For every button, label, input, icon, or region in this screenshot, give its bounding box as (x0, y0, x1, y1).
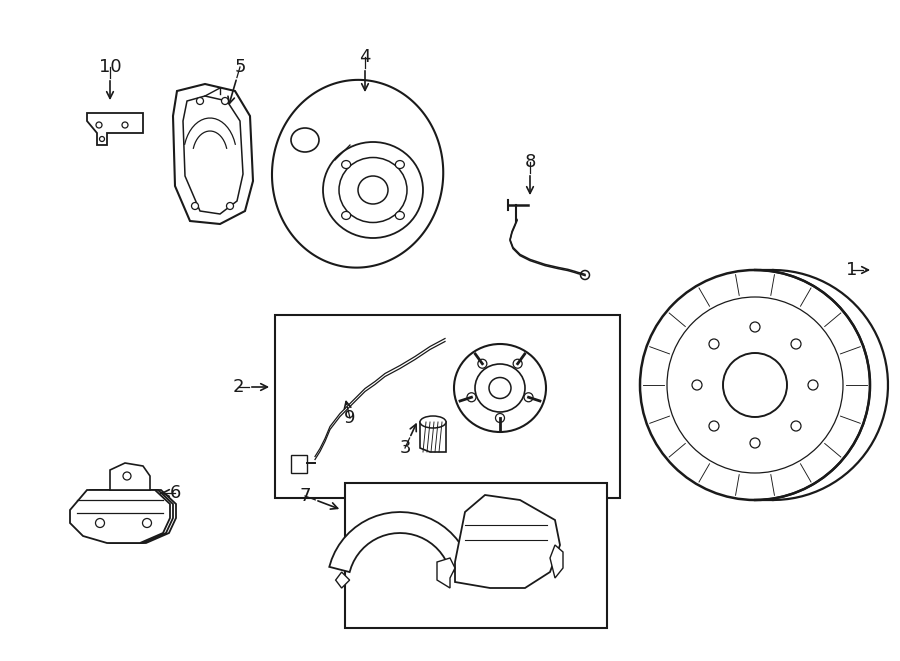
Text: 2: 2 (232, 378, 244, 396)
Polygon shape (329, 512, 471, 572)
Ellipse shape (496, 414, 505, 422)
Ellipse shape (100, 137, 104, 141)
Ellipse shape (395, 161, 404, 169)
Polygon shape (110, 463, 150, 490)
Ellipse shape (123, 472, 131, 480)
Text: 5: 5 (234, 58, 246, 76)
Text: 4: 4 (359, 48, 371, 66)
Ellipse shape (122, 122, 128, 128)
Ellipse shape (358, 176, 388, 204)
Ellipse shape (227, 202, 233, 210)
Ellipse shape (395, 212, 404, 219)
Text: 9: 9 (344, 409, 356, 427)
Text: 8: 8 (525, 153, 535, 171)
Ellipse shape (221, 98, 229, 104)
Polygon shape (291, 455, 307, 473)
Ellipse shape (454, 344, 546, 432)
Polygon shape (455, 495, 560, 588)
Ellipse shape (489, 377, 511, 399)
Bar (275, 315, 620, 498)
Ellipse shape (95, 518, 104, 527)
Ellipse shape (420, 416, 446, 428)
Ellipse shape (96, 122, 102, 128)
Ellipse shape (142, 518, 151, 527)
Ellipse shape (196, 98, 203, 104)
Ellipse shape (192, 202, 199, 210)
Text: 6: 6 (169, 484, 181, 502)
Ellipse shape (513, 359, 522, 368)
Ellipse shape (339, 157, 407, 223)
Ellipse shape (580, 270, 590, 280)
Polygon shape (550, 545, 563, 578)
Polygon shape (173, 84, 253, 224)
Polygon shape (420, 422, 446, 452)
Ellipse shape (342, 161, 351, 169)
Polygon shape (272, 80, 443, 268)
Polygon shape (73, 490, 173, 543)
Text: 7: 7 (299, 487, 310, 505)
Ellipse shape (342, 212, 351, 219)
Text: 1: 1 (846, 261, 858, 279)
Text: 3: 3 (400, 439, 410, 457)
Ellipse shape (467, 393, 476, 402)
Polygon shape (336, 572, 349, 588)
Ellipse shape (524, 393, 533, 402)
Ellipse shape (478, 359, 487, 368)
Ellipse shape (291, 128, 319, 152)
Bar (345, 483, 607, 628)
Polygon shape (183, 96, 243, 214)
Polygon shape (70, 490, 170, 543)
Ellipse shape (323, 142, 423, 238)
Polygon shape (437, 558, 455, 588)
Ellipse shape (475, 364, 525, 412)
Text: 10: 10 (99, 58, 122, 76)
Polygon shape (87, 113, 143, 145)
Polygon shape (76, 490, 176, 543)
